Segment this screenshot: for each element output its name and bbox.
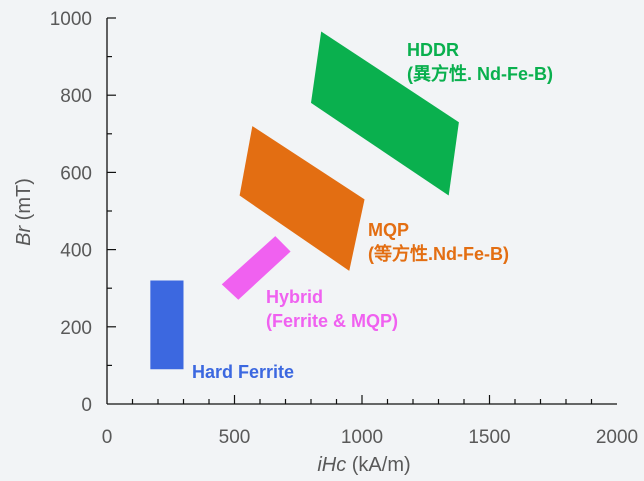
x-tick-label: 2000 — [596, 427, 638, 448]
y-axis-title-italic: Br — [13, 225, 35, 246]
region-hddr — [311, 31, 459, 196]
y-tick-label: 200 — [60, 318, 92, 339]
label-hddr-line: HDDR — [407, 40, 459, 60]
axes-layer: 0 500 1000 1500 2000 0 200 400 600 800 1000 — [50, 9, 638, 448]
label-mqp-line: MQP — [368, 220, 409, 240]
label-mqp: MQP (等方性.Nd-Fe-B) — [368, 220, 509, 264]
region-hybrid — [221, 236, 291, 300]
y-tick-label: 800 — [60, 86, 92, 107]
x-tick-label: 0 — [102, 427, 113, 448]
label-hard-ferrite: Hard Ferrite — [192, 362, 294, 382]
regions-layer — [150, 31, 459, 370]
region-mqp — [239, 126, 365, 271]
x-axis-title: iHc (kA/m) — [317, 454, 410, 476]
x-tick-label: 1000 — [341, 427, 383, 448]
x-tick-label: 500 — [219, 427, 251, 448]
label-hard-ferrite-line: Hard Ferrite — [192, 362, 294, 382]
y-axis-title: Br (mT) — [13, 178, 35, 246]
label-mqp-line: (等方性.Nd-Fe-B) — [368, 243, 509, 264]
y-tick-label: 1000 — [50, 9, 92, 30]
x-axis-title-rest: (kA/m) — [346, 454, 410, 476]
label-hybrid: Hybrid (Ferrite & MQP) — [266, 287, 398, 331]
y-tick-label: 0 — [81, 395, 92, 416]
x-tick-label: 1500 — [468, 427, 510, 448]
y-axis-title-rest: (mT) — [13, 178, 35, 226]
x-axis-title-italic: iHc — [317, 454, 346, 476]
region-hard-ferrite — [150, 280, 184, 370]
y-tick-label: 600 — [60, 163, 92, 184]
label-hybrid-line: (Ferrite & MQP) — [266, 311, 398, 331]
label-hddr-line: (異方性. Nd-Fe-B) — [407, 63, 553, 84]
y-tick-label: 400 — [60, 241, 92, 262]
labels-layer: Hard Ferrite Hybrid (Ferrite & MQP) MQP (等方性… — [192, 40, 553, 382]
label-hybrid-line: Hybrid — [266, 287, 323, 307]
label-hddr: HDDR (異方性. Nd-Fe-B) — [407, 40, 553, 84]
